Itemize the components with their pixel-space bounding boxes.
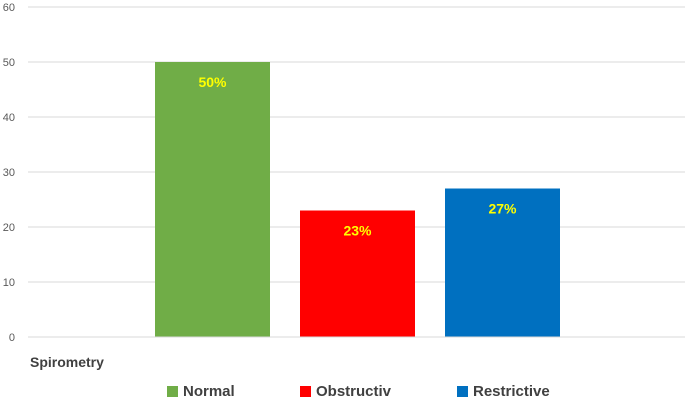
legend-label-restrictive: Restrictive bbox=[473, 383, 550, 400]
y-tick-label: 40 bbox=[3, 112, 15, 124]
legend-label-obstructiv: Obstructiv bbox=[316, 383, 392, 400]
data-label-restrictive: 27% bbox=[488, 201, 517, 217]
data-labels: 50% 23% 27% bbox=[198, 74, 517, 239]
bar-obstructiv bbox=[300, 210, 415, 337]
y-tick-label: 30 bbox=[3, 167, 15, 179]
legend-swatch-normal bbox=[167, 386, 178, 397]
bar-normal bbox=[155, 62, 270, 337]
y-tick-label: 60 bbox=[3, 2, 15, 14]
y-tick-label: 50 bbox=[3, 57, 15, 69]
y-tick-label: 0 bbox=[9, 332, 15, 344]
bars bbox=[155, 62, 560, 337]
data-label-obstructiv: 23% bbox=[343, 223, 372, 239]
legend: Normal Obstructiv Restrictive bbox=[167, 383, 550, 400]
data-label-normal: 50% bbox=[198, 74, 227, 90]
legend-swatch-obstructiv bbox=[300, 386, 311, 397]
y-axis-ticks: 0 10 20 30 40 50 60 bbox=[3, 2, 15, 344]
y-tick-label: 20 bbox=[3, 222, 15, 234]
category-label: Spirometry bbox=[30, 354, 104, 370]
bar-restrictive bbox=[445, 188, 560, 337]
y-tick-label: 10 bbox=[3, 277, 15, 289]
legend-label-normal: Normal bbox=[183, 383, 235, 400]
legend-swatch-restrictive bbox=[457, 386, 468, 397]
gridlines bbox=[28, 6, 685, 283]
